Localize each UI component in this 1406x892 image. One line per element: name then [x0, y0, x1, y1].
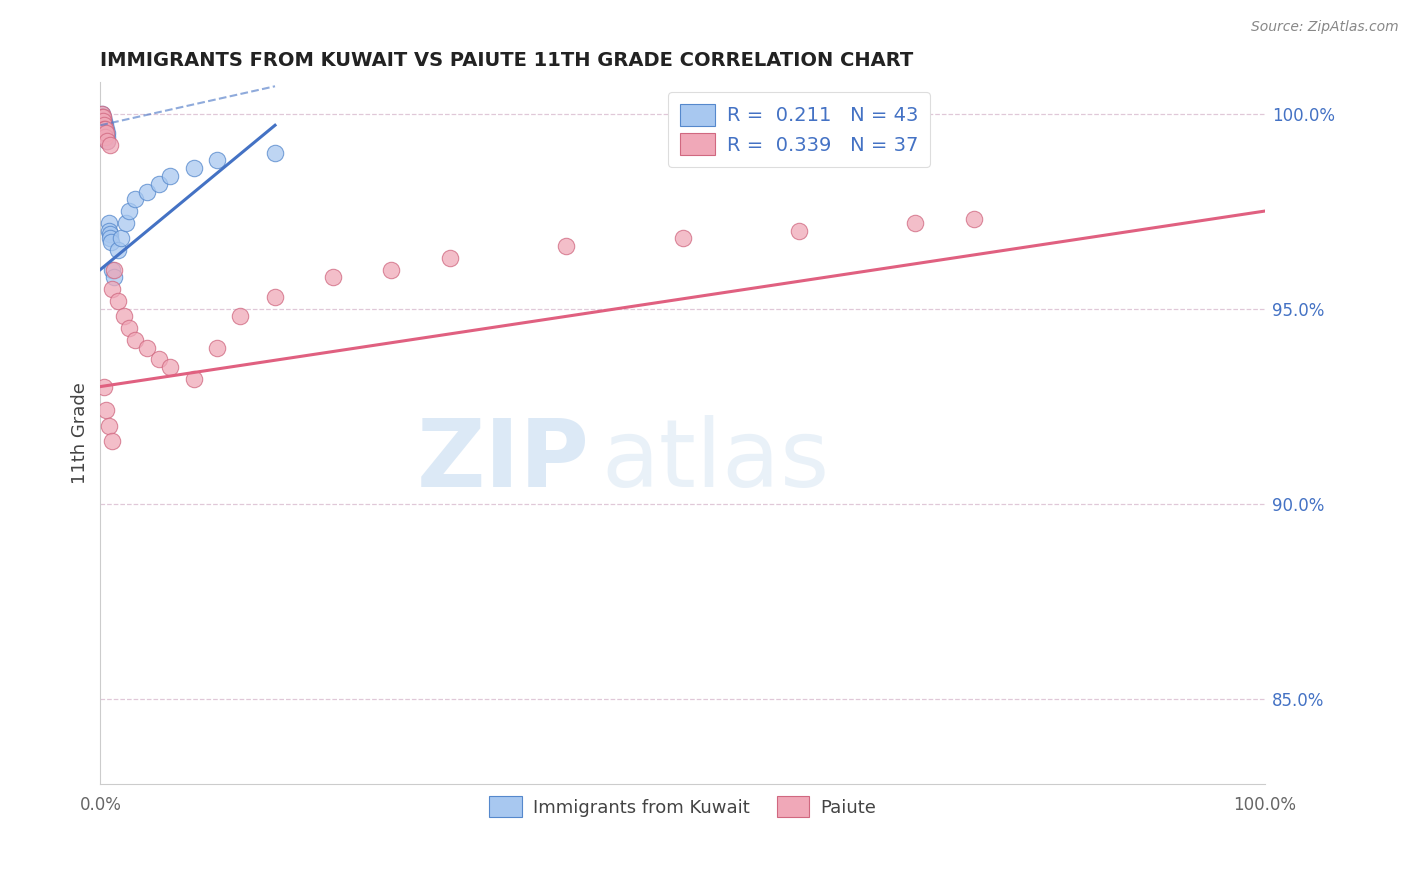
Text: Source: ZipAtlas.com: Source: ZipAtlas.com [1251, 20, 1399, 34]
Point [94, 118, 117, 132]
Point [93, 114, 115, 128]
Point [94, 122, 117, 136]
Point [112, 310, 135, 324]
Point [904, 216, 927, 230]
Point [555, 239, 578, 253]
Point [101, 262, 124, 277]
Point [93, 379, 115, 393]
Text: atlas: atlas [602, 416, 830, 508]
Point [115, 216, 138, 230]
Point [97, 223, 120, 237]
Point [91, 130, 114, 145]
Point [90, 122, 112, 136]
Point [124, 333, 146, 347]
Point [98, 231, 121, 245]
Point [90, 111, 112, 125]
Point [90, 118, 112, 132]
Point [439, 251, 461, 265]
Point [103, 262, 125, 277]
Text: ZIP: ZIP [416, 416, 589, 508]
Point [107, 293, 129, 308]
Point [90, 111, 112, 125]
Point [118, 321, 141, 335]
Point [159, 169, 181, 183]
Point [96, 126, 118, 140]
Point [205, 341, 228, 355]
Point [183, 372, 205, 386]
Point [90, 106, 112, 120]
Point [229, 310, 252, 324]
Point [93, 130, 115, 145]
Point [136, 341, 159, 355]
Point [94, 130, 117, 145]
Point [97, 216, 120, 230]
Point [159, 360, 181, 375]
Legend: Immigrants from Kuwait, Paiute: Immigrants from Kuwait, Paiute [482, 789, 883, 824]
Point [136, 185, 159, 199]
Point [93, 122, 115, 136]
Point [787, 223, 810, 237]
Y-axis label: 11th Grade: 11th Grade [72, 383, 89, 484]
Point [91, 114, 114, 128]
Point [183, 161, 205, 176]
Point [91, 114, 114, 128]
Point [118, 204, 141, 219]
Point [205, 153, 228, 168]
Point [96, 126, 118, 140]
Point [100, 235, 122, 250]
Point [148, 352, 170, 367]
Point [264, 145, 287, 160]
Point [96, 122, 118, 136]
Text: IMMIGRANTS FROM KUWAIT VS PAIUTE 11TH GRADE CORRELATION CHART: IMMIGRANTS FROM KUWAIT VS PAIUTE 11TH GR… [100, 51, 914, 70]
Point [380, 262, 402, 277]
Point [101, 434, 124, 449]
Point [671, 231, 693, 245]
Point [107, 243, 129, 257]
Point [110, 231, 132, 245]
Point [94, 122, 117, 136]
Point [96, 130, 118, 145]
Point [91, 111, 114, 125]
Point [93, 122, 115, 136]
Point [97, 418, 120, 433]
Point [91, 126, 114, 140]
Point [148, 177, 170, 191]
Point [963, 211, 986, 226]
Point [90, 114, 112, 128]
Point [91, 122, 114, 136]
Point [93, 118, 115, 132]
Point [322, 270, 344, 285]
Point [98, 137, 121, 152]
Point [96, 130, 118, 145]
Point [101, 282, 124, 296]
Point [96, 134, 118, 148]
Point [93, 126, 115, 140]
Point [103, 270, 125, 285]
Point [91, 126, 114, 140]
Point [90, 106, 112, 120]
Point [94, 126, 117, 140]
Point [91, 118, 114, 132]
Point [96, 403, 118, 417]
Point [124, 192, 146, 206]
Point [98, 227, 121, 242]
Point [96, 134, 118, 148]
Point [91, 111, 114, 125]
Point [96, 126, 118, 140]
Point [264, 290, 287, 304]
Point [93, 118, 115, 132]
